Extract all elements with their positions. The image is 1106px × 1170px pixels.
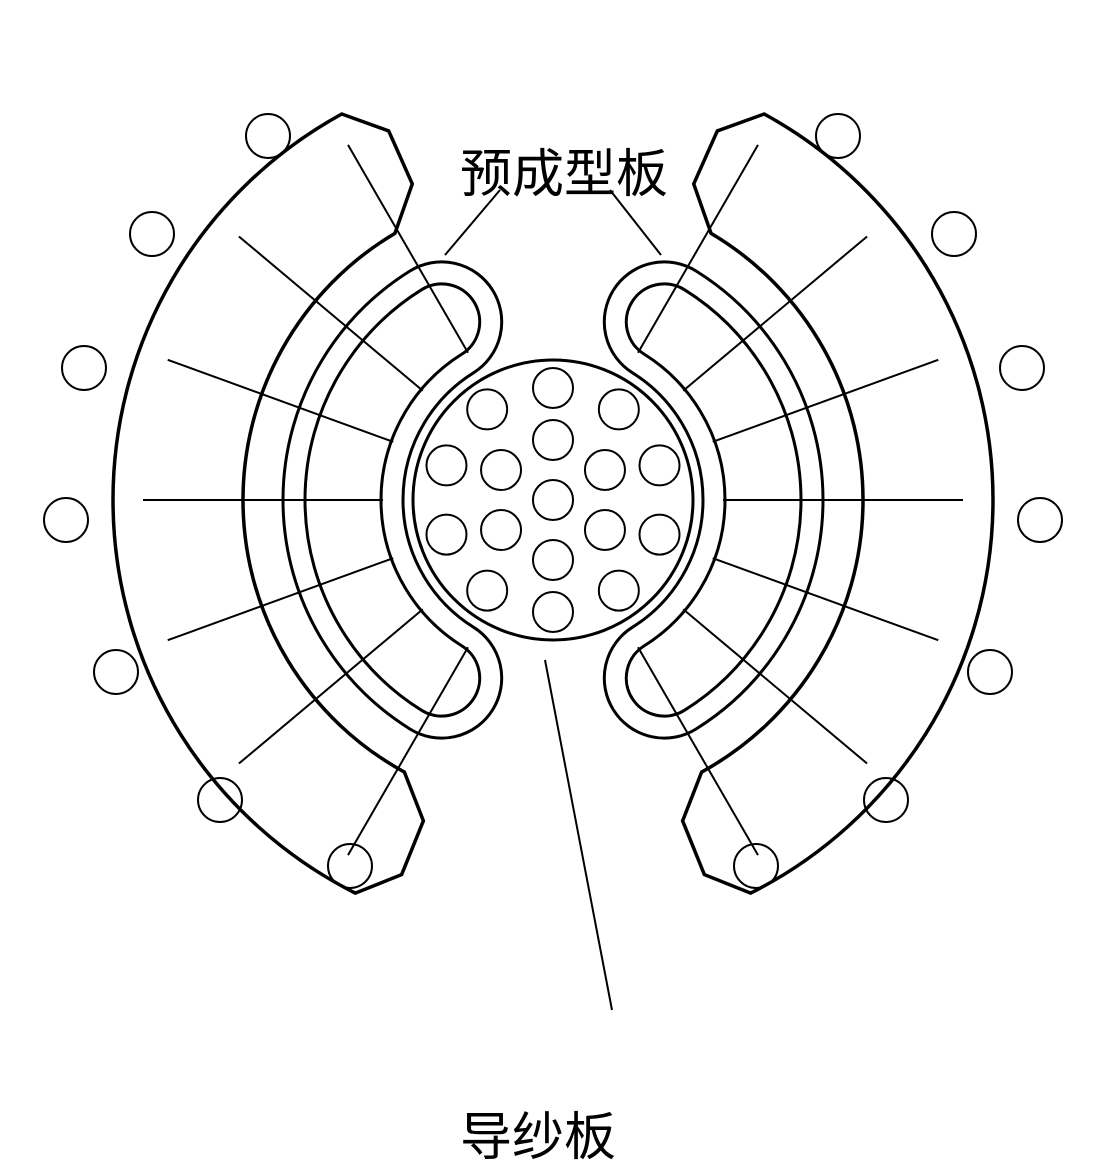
label-bottom: 导纱板 [460,1095,616,1170]
label-top: 预成型板 [460,132,668,207]
diagram-container: 预成型板 导纱板 [0,0,1106,1148]
